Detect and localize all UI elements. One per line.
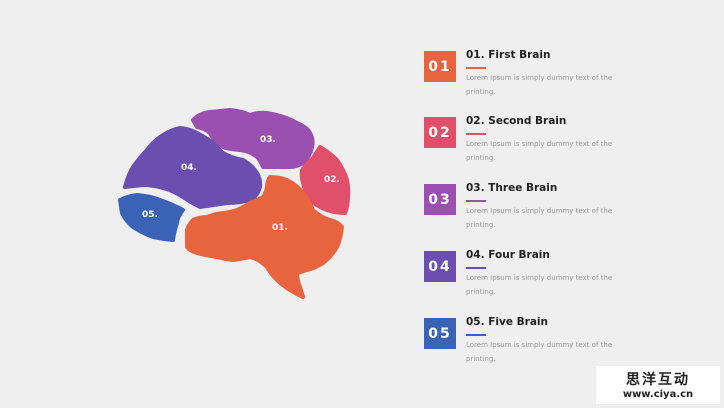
item-title: 02. Second Brain xyxy=(466,115,567,127)
list-item-01: 01 01. First Brain Lorem Ipsum is simply… xyxy=(424,49,624,111)
title-underline xyxy=(466,267,486,269)
number-badge: 03 xyxy=(424,184,456,215)
list-item-03: 03 03. Three Brain Lorem Ipsum is simply… xyxy=(424,182,624,244)
brain-section-05 xyxy=(118,193,185,242)
brain-label-04: 04. xyxy=(181,163,197,173)
item-description: Lorem Ipsum is simply dummy text of the … xyxy=(466,140,613,162)
brain-label-03: 03. xyxy=(260,135,276,145)
brain-section-02 xyxy=(299,145,351,215)
item-title: 05. Five Brain xyxy=(466,316,548,328)
brain-section-04 xyxy=(123,126,263,209)
watermark-brand: 思洋互动 xyxy=(626,372,690,388)
watermark: 思洋互动 www.ciya.cn xyxy=(596,366,720,404)
item-description: Lorem Ipsum is simply dummy text of the … xyxy=(466,207,613,229)
brain-section-03 xyxy=(191,108,315,169)
number-badge: 02 xyxy=(424,117,456,148)
list-item-04: 04 04. Four Brain Lorem Ipsum is simply … xyxy=(424,249,624,311)
title-underline xyxy=(466,133,486,135)
item-title: 03. Three Brain xyxy=(466,182,558,194)
item-description: Lorem Ipsum is simply dummy text of the … xyxy=(466,274,613,296)
brain-label-01: 01. xyxy=(272,223,288,233)
list-item-05: 05 05. Five Brain Lorem Ipsum is simply … xyxy=(424,316,624,378)
watermark-url: www.ciya.cn xyxy=(622,389,694,400)
number-badge: 04 xyxy=(424,251,456,282)
brain-section-01 xyxy=(185,175,344,299)
item-description: Lorem Ipsum is simply dummy text of the … xyxy=(466,341,613,363)
title-underline xyxy=(466,67,486,69)
brain-label-05: 05. xyxy=(142,210,158,220)
brain-label-02: 02. xyxy=(324,175,340,185)
number-badge: 01 xyxy=(424,51,456,82)
title-underline xyxy=(466,334,486,336)
number-badge: 05 xyxy=(424,318,456,349)
item-title: 01. First Brain xyxy=(466,49,551,61)
title-underline xyxy=(466,200,486,202)
list-item-02: 02 02. Second Brain Lorem Ipsum is simpl… xyxy=(424,115,624,177)
item-description: Lorem Ipsum is simply dummy text of the … xyxy=(466,74,613,96)
item-title: 04. Four Brain xyxy=(466,249,550,261)
